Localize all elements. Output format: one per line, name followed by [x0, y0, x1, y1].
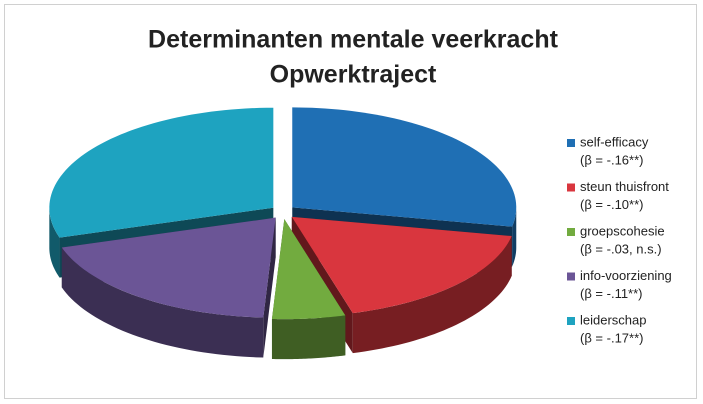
legend-label: self-efficacy — [580, 134, 649, 149]
legend-label: info-voorziening — [580, 268, 672, 283]
slice-top — [49, 107, 274, 238]
slice-side — [352, 236, 512, 354]
slice-top — [292, 107, 517, 227]
legend-label: groepscohesie — [580, 223, 665, 238]
legend-note: (β = -.10**) — [580, 197, 643, 212]
legend-swatch — [567, 183, 575, 192]
legend-swatch — [567, 272, 575, 281]
legend-note: (β = -.16**) — [580, 152, 643, 167]
slice-side — [49, 207, 60, 278]
legend-note: (β = -.11**) — [580, 286, 643, 301]
slice — [61, 217, 276, 358]
legend-note: (β = -.03, n.s.) — [580, 241, 662, 256]
legend-note: (β = -.17**) — [580, 330, 643, 345]
chart-title: Opwerktraject — [270, 61, 437, 89]
pie — [49, 107, 517, 360]
slice-side — [271, 315, 346, 360]
legend-swatch — [567, 139, 575, 147]
slice-top — [291, 216, 512, 314]
legend-swatch — [567, 317, 575, 325]
legend-label: steun thuisfront — [580, 179, 669, 194]
legend-swatch — [567, 228, 575, 236]
slice-side — [512, 207, 517, 267]
slice-top — [271, 219, 346, 320]
slice-side — [61, 247, 264, 358]
slice-top — [61, 217, 276, 318]
legend: self-efficacy (β = -.16**) steun thuisfron… — [567, 134, 672, 345]
slice — [271, 219, 346, 360]
chart-title: Determinanten mentale veerkracht — [148, 26, 559, 54]
legend-label: leiderschap — [580, 312, 647, 327]
